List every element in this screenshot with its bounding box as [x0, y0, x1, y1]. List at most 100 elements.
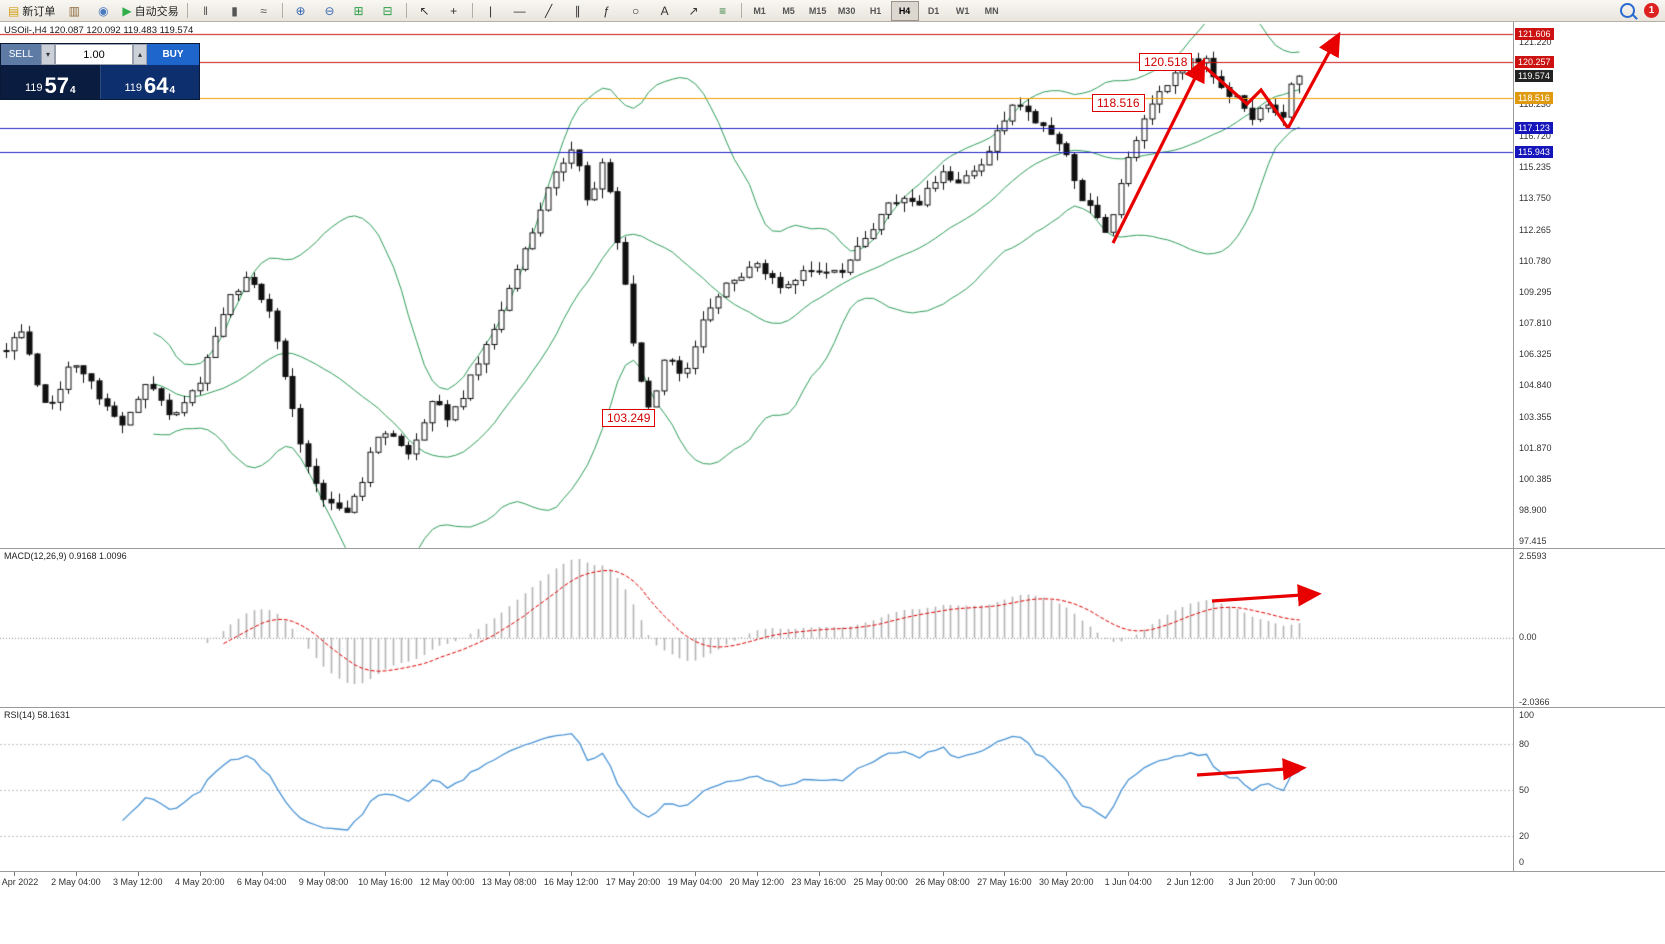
cursor-button[interactable]: ↖: [411, 1, 439, 21]
rsi-axis-label: 0: [1519, 857, 1525, 867]
timeframe-button-m1[interactable]: M1: [753, 5, 766, 16]
time-tick: [1190, 872, 1192, 876]
bid-price-small: 119: [24, 82, 43, 94]
time-tick: [447, 872, 449, 876]
time-axis[interactable]: 29 Apr 2022 2 May 04:00 3 May 12:00 4 May 2…: [0, 871, 1665, 896]
time-label: 29 Apr 2022: [0, 877, 39, 887]
price-tick: 107.810: [1519, 318, 1552, 329]
profiles-button[interactable]: ◉: [89, 1, 117, 21]
time-tick: [261, 872, 263, 876]
volume-decrease-button[interactable]: ▾: [41, 44, 55, 65]
cascade-windows-button[interactable]: ⊟: [374, 1, 402, 21]
price-axis[interactable]: 121.220 118.230 116.720 115.235 113.750 112.2…: [1514, 22, 1664, 871]
zoom-out-button[interactable]: ⊖: [316, 1, 344, 21]
time-tick: [633, 872, 634, 876]
timeframe-button-mn[interactable]: MN: [984, 5, 999, 16]
time-tick: [1128, 872, 1130, 876]
candles-chart-icon: ▮: [231, 3, 238, 18]
chart-windows-button[interactable]: ▥: [60, 1, 88, 21]
trendline-icon: ╱: [544, 3, 553, 18]
volume-input[interactable]: [55, 44, 133, 65]
time-tick: [1066, 872, 1068, 876]
price-tick: 121.220: [1519, 36, 1552, 47]
chart-title: USOil-,H4 120.087 120.092 119.483 119.57…: [4, 25, 194, 36]
price-tick: 115.235: [1519, 162, 1551, 173]
arrows-tool-button[interactable]: ↗: [680, 1, 708, 21]
rsi-axis-label: 20: [1519, 830, 1530, 841]
pane-separator-macd[interactable]: [0, 548, 1665, 549]
price-annotation[interactable]: 103.249: [602, 409, 656, 427]
timeframe-button-m5[interactable]: M5: [782, 5, 795, 16]
time-label: 7 Jun 00:00: [1290, 877, 1338, 887]
time-label: 20 May 12:00: [729, 877, 785, 887]
bid-price[interactable]: 119 57 4: [1, 65, 100, 99]
timeframe-button-m30[interactable]: M30: [837, 5, 856, 16]
timeframe-button-w1[interactable]: W1: [955, 5, 970, 16]
price-axis-border: [1513, 22, 1514, 871]
fibonacci-button[interactable]: ƒ: [593, 1, 621, 21]
price-badge: 119.574: [1515, 70, 1553, 83]
indicators-icon: ≡: [719, 3, 727, 18]
price-badge: 118.516: [1515, 92, 1553, 105]
timeframe-button-h4[interactable]: H4: [890, 0, 919, 21]
trade-panel-controls: SELL ▾ ▴ BUY: [1, 44, 199, 65]
tile-windows-button[interactable]: ⊞: [345, 1, 373, 21]
time-tick: [571, 872, 573, 876]
rsi-axis-label: 100: [1519, 710, 1535, 720]
zoom-out-icon: ⊖: [324, 3, 335, 18]
chart-windows-icon: ▥: [68, 3, 81, 18]
ask-price[interactable]: 119 64 4: [99, 65, 199, 99]
vertical-line-button[interactable]: |: [477, 1, 505, 21]
trendline-button[interactable]: ╱: [535, 1, 563, 21]
shapes-button[interactable]: ○: [622, 1, 650, 21]
toolbar-separator: [740, 3, 742, 18]
volume-increase-button[interactable]: ▴: [133, 44, 147, 65]
crosshair-button[interactable]: +: [440, 1, 468, 21]
channel-button[interactable]: ∥: [564, 1, 592, 21]
line-chart-button[interactable]: ≈: [250, 1, 278, 21]
time-label: 23 May 16:00: [791, 877, 846, 887]
horizontal-line-button[interactable]: —: [506, 1, 534, 21]
indicators-button[interactable]: ≡: [709, 1, 737, 21]
tile-windows-icon: ⊞: [353, 3, 364, 18]
timeframe-button-m15[interactable]: M15: [808, 5, 827, 16]
price-badge: 117.123: [1515, 121, 1553, 134]
price-badge: 120.257: [1515, 55, 1554, 68]
price-annotation[interactable]: 120.518: [1139, 53, 1193, 71]
price-badge: 115.943: [1515, 146, 1553, 159]
price-tick: 116.720: [1519, 131, 1551, 142]
sell-button[interactable]: SELL: [1, 44, 41, 65]
time-tick: [14, 872, 15, 876]
search-icon[interactable]: [1620, 3, 1635, 18]
time-label: 9 May 08:00: [298, 877, 349, 887]
time-label: 13 May 08:00: [481, 877, 537, 887]
text-button[interactable]: A: [651, 1, 679, 21]
ask-price-small: 119: [124, 82, 142, 94]
candles-chart-button[interactable]: ▮: [221, 1, 249, 21]
price-tick: 106.325: [1519, 349, 1552, 360]
price-annotation[interactable]: 118.516: [1092, 94, 1145, 112]
buy-button[interactable]: BUY: [147, 44, 199, 65]
notification-badge[interactable]: 1: [1644, 3, 1659, 18]
bid-price-big: 57: [44, 73, 69, 98]
time-label: 17 May 20:00: [605, 877, 661, 887]
pane-separator-rsi[interactable]: [0, 707, 1665, 708]
bars-chart-button[interactable]: ‖: [192, 1, 220, 21]
timeframe-button-h1[interactable]: H1: [869, 5, 882, 16]
time-tick: [1252, 872, 1253, 876]
rsi-axis-label: 80: [1519, 739, 1530, 750]
new-order-button-label: 新订单: [22, 5, 56, 18]
timeframe-button-d1[interactable]: D1: [927, 5, 940, 16]
channel-icon: ∥: [574, 3, 581, 18]
zoom-in-button[interactable]: ⊕: [287, 1, 315, 21]
time-tick: [385, 872, 387, 876]
time-label: 19 May 04:00: [667, 877, 723, 887]
new-order-button[interactable]: ▤ 新订单: [4, 1, 59, 21]
time-tick: [942, 872, 944, 876]
time-tick: [509, 872, 511, 876]
auto-trading-button[interactable]: ▶ 自动交易: [118, 1, 182, 21]
time-tick: [694, 872, 696, 876]
time-label: 6 May 04:00: [236, 877, 287, 887]
